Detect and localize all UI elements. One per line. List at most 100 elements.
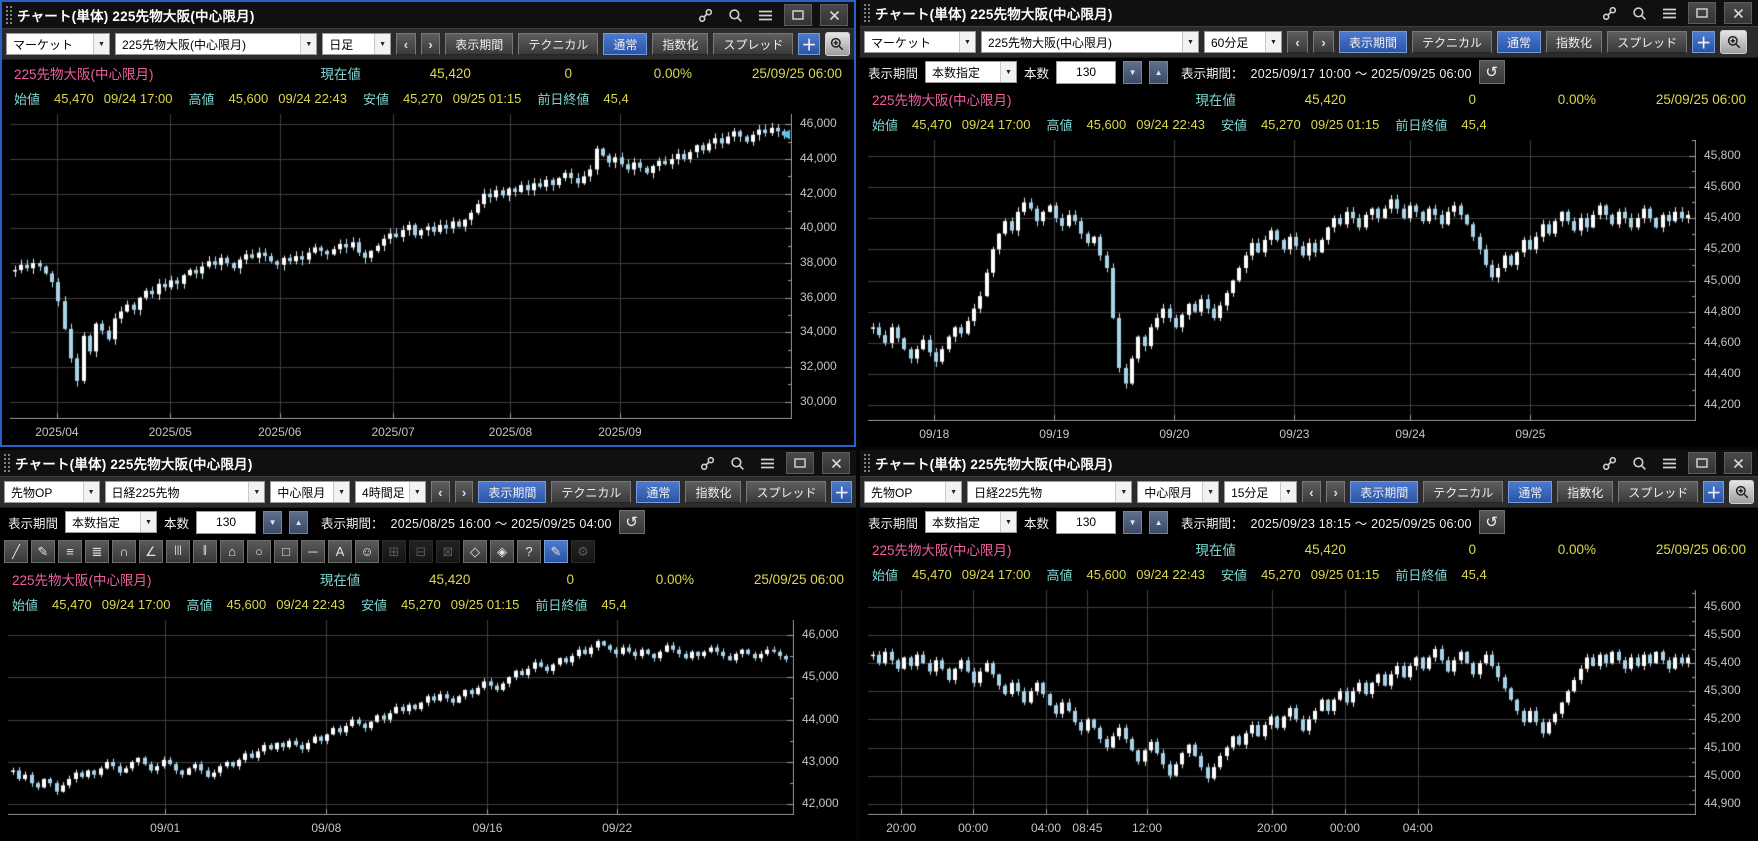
technical-button[interactable]: テクニカル (1423, 481, 1504, 503)
count-down-button[interactable]: ▼ (1123, 510, 1143, 534)
titlebar[interactable]: チャート(単体) 225先物大阪(中心限月) (860, 0, 1758, 27)
maximize-button[interactable] (784, 4, 812, 26)
horizontal-line-tool-icon[interactable]: ─ (301, 539, 325, 563)
count-down-button[interactable]: ▼ (263, 510, 283, 534)
close-button[interactable] (822, 452, 850, 474)
titlebar[interactable]: チャート(単体) 225先物大阪(中心限月) (0, 450, 856, 477)
bar-count-input[interactable]: 130 (1056, 60, 1117, 84)
indexed-mode-button[interactable]: 指数化 (685, 481, 742, 503)
spread-mode-button[interactable]: スプレッド (1607, 31, 1688, 53)
market-select[interactable]: 先物OP ▼ (864, 481, 963, 503)
prev-button[interactable]: ‹ (1301, 481, 1321, 503)
add-chart-button[interactable]: ＋ (1703, 481, 1725, 503)
timeframe-select[interactable]: 60分足 ▼ (1204, 31, 1282, 53)
instrument-select[interactable]: 225先物大阪(中心限月) ▼ (115, 33, 318, 55)
fibonacci-arc-tool-icon[interactable]: ∩ (112, 539, 136, 563)
spread-mode-button[interactable]: スプレッド (1618, 481, 1699, 503)
search-icon[interactable] (726, 453, 748, 473)
reset-period-icon[interactable]: ↺ (618, 510, 645, 534)
drag-grip[interactable] (3, 453, 10, 473)
grid-lines-tool-icon[interactable]: ≣ (85, 539, 109, 563)
period-mode-select[interactable]: 本数指定 ▼ (925, 61, 1018, 83)
close-button[interactable] (1724, 2, 1752, 24)
maximize-button[interactable] (1688, 452, 1716, 474)
close-button[interactable] (820, 4, 848, 26)
freehand-tool-icon[interactable]: ✎ (31, 539, 55, 563)
display-period-button[interactable]: 表示期間 (1339, 31, 1408, 53)
note-stamp-tool-icon[interactable]: ⊞ (382, 539, 406, 563)
titlebar[interactable]: チャート(単体) 225先物大阪(中心限月) (2, 2, 854, 29)
maximize-button[interactable] (1688, 2, 1716, 24)
polygon-tool-icon[interactable]: ⌂ (220, 539, 244, 563)
timeframe-select[interactable]: 4時間足 ▼ (355, 481, 426, 503)
chart-area[interactable]: 45,800 45,600 45,400 45,200 45,000 44,800 44,6… (860, 136, 1758, 447)
menu-icon[interactable] (754, 5, 776, 25)
normal-mode-button[interactable]: 通常 (603, 33, 648, 55)
zoom-in-icon[interactable] (1729, 480, 1754, 504)
rectangle-tool-icon[interactable]: □ (274, 539, 298, 563)
drag-grip[interactable] (863, 453, 870, 473)
icon-stamp-tool-icon[interactable]: ☺ (355, 539, 379, 563)
reset-period-icon[interactable]: ↺ (1478, 510, 1505, 534)
eraser-tool-icon[interactable]: ◇ (463, 539, 487, 563)
market-select[interactable]: マーケット ▼ (864, 31, 976, 53)
link-icon[interactable] (696, 453, 718, 473)
add-chart-button[interactable]: ＋ (798, 33, 820, 55)
eraser-object-tool-icon[interactable]: ◈ (490, 539, 514, 563)
instrument-select[interactable]: 日経225先物 ▼ (967, 481, 1133, 503)
next-button[interactable]: › (454, 481, 474, 503)
zoom-in-icon[interactable] (1720, 30, 1748, 54)
timeframe-select[interactable]: 15分足 ▼ (1224, 481, 1297, 503)
vertical-lines-tool-icon[interactable]: ||| (166, 539, 190, 563)
copy-object-tool-icon[interactable]: ⊟ (409, 539, 433, 563)
text-tool-icon[interactable]: A (328, 539, 352, 563)
bar-count-input[interactable]: 130 (196, 510, 257, 534)
display-period-button[interactable]: 表示期間 (445, 33, 514, 55)
indexed-mode-button[interactable]: 指数化 (1546, 31, 1603, 53)
search-icon[interactable] (1628, 3, 1650, 23)
next-button[interactable]: › (420, 33, 441, 55)
timeframe-select[interactable]: 日足 ▼ (322, 33, 392, 55)
next-button[interactable]: › (1326, 481, 1346, 503)
search-icon[interactable] (1628, 453, 1650, 473)
normal-mode-button[interactable]: 通常 (636, 481, 681, 503)
prev-button[interactable]: ‹ (396, 33, 416, 55)
count-up-button[interactable]: ▲ (1149, 510, 1169, 534)
technical-button[interactable]: テクニカル (518, 33, 599, 55)
market-select[interactable]: 先物OP ▼ (4, 481, 100, 503)
contract-select[interactable]: 中心限月 ▼ (270, 481, 351, 503)
titlebar[interactable]: チャート(単体) 225先物大阪(中心限月) (860, 450, 1758, 477)
chart-area[interactable]: 45,600 45,500 45,400 45,300 45,200 45,100 45,0… (860, 586, 1758, 841)
drag-grip[interactable] (5, 5, 12, 25)
drag-grip[interactable] (863, 3, 870, 23)
normal-mode-button[interactable]: 通常 (1508, 481, 1553, 503)
spread-mode-button[interactable]: スプレッド (746, 481, 827, 503)
indexed-mode-button[interactable]: 指数化 (1557, 481, 1614, 503)
count-up-button[interactable]: ▲ (289, 510, 309, 534)
lock-drawing-tool-icon[interactable]: ✎ (544, 539, 568, 563)
fan-lines-tool-icon[interactable]: ∠ (139, 539, 163, 563)
chart-area[interactable]: 46,000 45,000 44,000 43,000 42,000 09/01 09/08… (0, 616, 856, 841)
prev-button[interactable]: ‹ (430, 481, 450, 503)
add-chart-button[interactable]: ＋ (831, 481, 852, 503)
next-button[interactable]: › (1313, 31, 1334, 53)
link-icon[interactable] (1598, 453, 1620, 473)
bar-count-input[interactable]: 130 (1056, 510, 1117, 534)
chart-area[interactable]: 46,000 44,000 42,000 40,000 38,000 36,000 34,0… (2, 110, 854, 445)
market-select[interactable]: マーケット ▼ (6, 33, 110, 55)
menu-icon[interactable] (1658, 453, 1680, 473)
search-icon[interactable] (724, 5, 746, 25)
add-chart-button[interactable]: ＋ (1692, 31, 1716, 53)
prev-button[interactable]: ‹ (1287, 31, 1308, 53)
instrument-select[interactable]: 225先物大阪(中心限月) ▼ (981, 31, 1199, 53)
help-tool-icon[interactable]: ? (517, 539, 541, 563)
period-mode-select[interactable]: 本数指定 ▼ (65, 511, 158, 533)
horizontal-lines-tool-icon[interactable]: ≡ (58, 539, 82, 563)
indexed-mode-button[interactable]: 指数化 (652, 33, 709, 55)
ellipse-tool-icon[interactable]: ○ (247, 539, 271, 563)
link-icon[interactable] (694, 5, 716, 25)
draw-settings-tool-icon[interactable]: ⚙ (571, 539, 595, 563)
select-object-tool-icon[interactable]: ⊠ (436, 539, 460, 563)
zoom-in-icon[interactable] (824, 32, 851, 56)
link-icon[interactable] (1598, 3, 1620, 23)
